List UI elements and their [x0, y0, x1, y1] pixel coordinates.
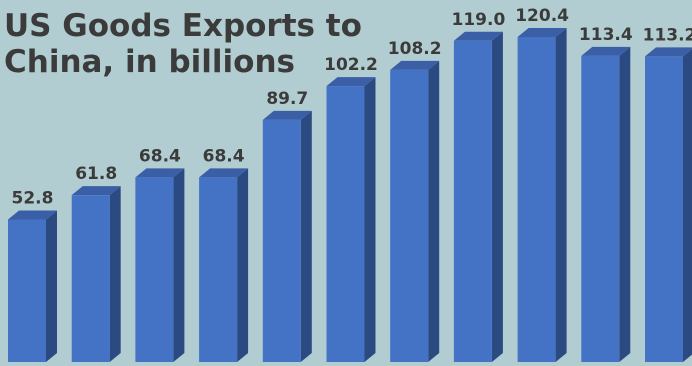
- bar-top-face: [581, 46, 631, 56]
- bar-6: [390, 60, 440, 363]
- bar-side-face: [46, 210, 57, 362]
- bar-front-face: [517, 37, 556, 362]
- bar-side-face: [555, 28, 567, 362]
- bar-front-face: [262, 119, 301, 362]
- bar-front-face: [581, 55, 620, 362]
- bar-front-face: [390, 69, 429, 363]
- bar-top-face: [326, 77, 376, 87]
- bar-top-face: [71, 186, 121, 196]
- bar-top-face: [135, 168, 185, 178]
- bar-0: [8, 210, 57, 362]
- bar-value-label-9: 113.4: [579, 25, 633, 45]
- bar-2: [135, 168, 185, 362]
- bar-value-label-4: 89.7: [266, 89, 308, 109]
- bar-side-face: [364, 77, 376, 363]
- bar-top-face: [453, 31, 503, 41]
- chart-title-line-1: US Goods Exports to: [4, 8, 362, 44]
- bar-side-face: [619, 46, 631, 362]
- value-labels-group: 52.8 61.8 68.4 68.4 89.7 102.2 108.2 119.0 120.4…: [12, 6, 692, 208]
- bar-value-label-0: 52.8: [12, 188, 54, 208]
- bar-8: [517, 28, 567, 362]
- bar-front-face: [8, 219, 46, 362]
- bar-value-label-1: 61.8: [75, 164, 117, 184]
- bar-top-face: [645, 47, 692, 57]
- bar-top-face: [262, 110, 312, 120]
- bar-top-face: [517, 28, 567, 37]
- bar-side-face: [428, 60, 440, 363]
- bar-side-face: [173, 168, 185, 362]
- bar-5: [326, 77, 376, 363]
- bar-side-face: [237, 168, 249, 362]
- bar-front-face: [71, 195, 110, 362]
- bar-value-label-10: 113.2: [643, 25, 692, 45]
- bar-front-face: [199, 177, 238, 362]
- bar-top-face: [199, 168, 249, 178]
- bar-front-face: [326, 86, 365, 363]
- bar-front-face: [453, 40, 492, 363]
- bar-1: [71, 186, 121, 362]
- bar-front-face: [645, 56, 683, 363]
- bar-3: [199, 168, 249, 362]
- bar-value-label-6: 108.2: [388, 39, 442, 59]
- bar-value-label-5: 102.2: [324, 55, 378, 75]
- bar-side-face: [491, 31, 503, 362]
- bar-value-label-8: 120.4: [515, 6, 569, 26]
- bar-front-face: [135, 177, 174, 362]
- bar-value-label-3: 68.4: [203, 146, 245, 166]
- bar-side-face: [300, 110, 312, 362]
- bar-7: [453, 31, 503, 363]
- bar-9: [581, 46, 631, 362]
- bar-top-face: [390, 60, 440, 70]
- bar-4: [262, 110, 312, 362]
- bar-top-face: [8, 210, 57, 220]
- bar-side-face: [109, 186, 121, 362]
- bar-side-face: [683, 49, 692, 362]
- bars-group: [8, 28, 692, 363]
- bar-value-label-2: 68.4: [139, 146, 181, 166]
- bar-value-label-7: 119.0: [452, 10, 506, 30]
- bar-10: [645, 47, 692, 363]
- chart-title-line-2: China, in billions: [4, 44, 295, 80]
